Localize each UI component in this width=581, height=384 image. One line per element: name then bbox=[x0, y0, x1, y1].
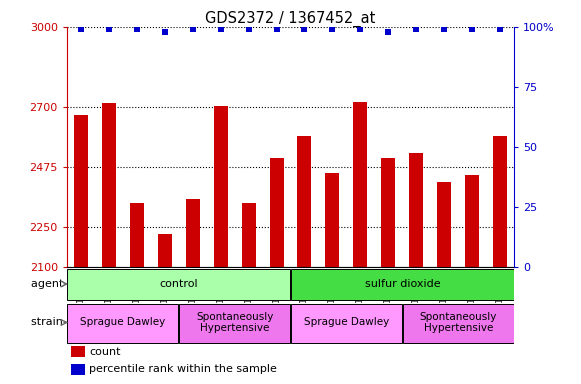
Text: sulfur dioxide: sulfur dioxide bbox=[364, 279, 440, 289]
Bar bbox=[297, 136, 311, 268]
Bar bbox=[74, 115, 88, 268]
Bar bbox=[102, 103, 116, 268]
Bar bbox=[291, 269, 514, 300]
Title: GDS2372 / 1367452_at: GDS2372 / 1367452_at bbox=[205, 11, 376, 27]
Bar bbox=[214, 106, 228, 268]
Bar bbox=[291, 304, 402, 343]
Bar bbox=[71, 346, 85, 358]
Bar bbox=[353, 102, 367, 268]
Bar bbox=[410, 152, 424, 268]
Point bbox=[356, 26, 365, 32]
Point bbox=[496, 26, 505, 32]
Bar bbox=[67, 269, 290, 300]
Bar bbox=[67, 304, 178, 343]
Text: control: control bbox=[159, 279, 198, 289]
Point bbox=[272, 26, 281, 32]
Bar bbox=[403, 304, 514, 343]
Bar bbox=[493, 136, 507, 268]
Text: Spontaneously
Hypertensive: Spontaneously Hypertensive bbox=[419, 312, 497, 333]
Point bbox=[468, 26, 477, 32]
Point bbox=[440, 26, 449, 32]
Text: Spontaneously
Hypertensive: Spontaneously Hypertensive bbox=[196, 312, 273, 333]
Point bbox=[328, 26, 337, 32]
Bar bbox=[179, 304, 290, 343]
Text: strain: strain bbox=[31, 318, 67, 328]
Bar bbox=[270, 158, 284, 268]
Point bbox=[132, 26, 141, 32]
Text: percentile rank within the sample: percentile rank within the sample bbox=[89, 364, 277, 374]
Bar bbox=[325, 172, 339, 268]
Point bbox=[160, 29, 169, 35]
Text: Sprague Dawley: Sprague Dawley bbox=[304, 318, 389, 328]
Bar bbox=[186, 199, 200, 268]
Text: count: count bbox=[89, 347, 121, 357]
Bar bbox=[242, 203, 256, 268]
Point bbox=[244, 26, 253, 32]
Point bbox=[412, 26, 421, 32]
Bar bbox=[437, 182, 451, 268]
Point bbox=[188, 26, 198, 32]
Point bbox=[383, 29, 393, 35]
Text: agent: agent bbox=[31, 279, 67, 289]
Bar bbox=[71, 364, 85, 375]
Bar bbox=[381, 158, 395, 268]
Point bbox=[216, 26, 225, 32]
Bar bbox=[465, 175, 479, 268]
Point bbox=[300, 26, 309, 32]
Text: Sprague Dawley: Sprague Dawley bbox=[80, 318, 166, 328]
Bar bbox=[130, 203, 144, 268]
Point bbox=[104, 26, 113, 32]
Point bbox=[76, 26, 85, 32]
Bar bbox=[157, 234, 171, 268]
